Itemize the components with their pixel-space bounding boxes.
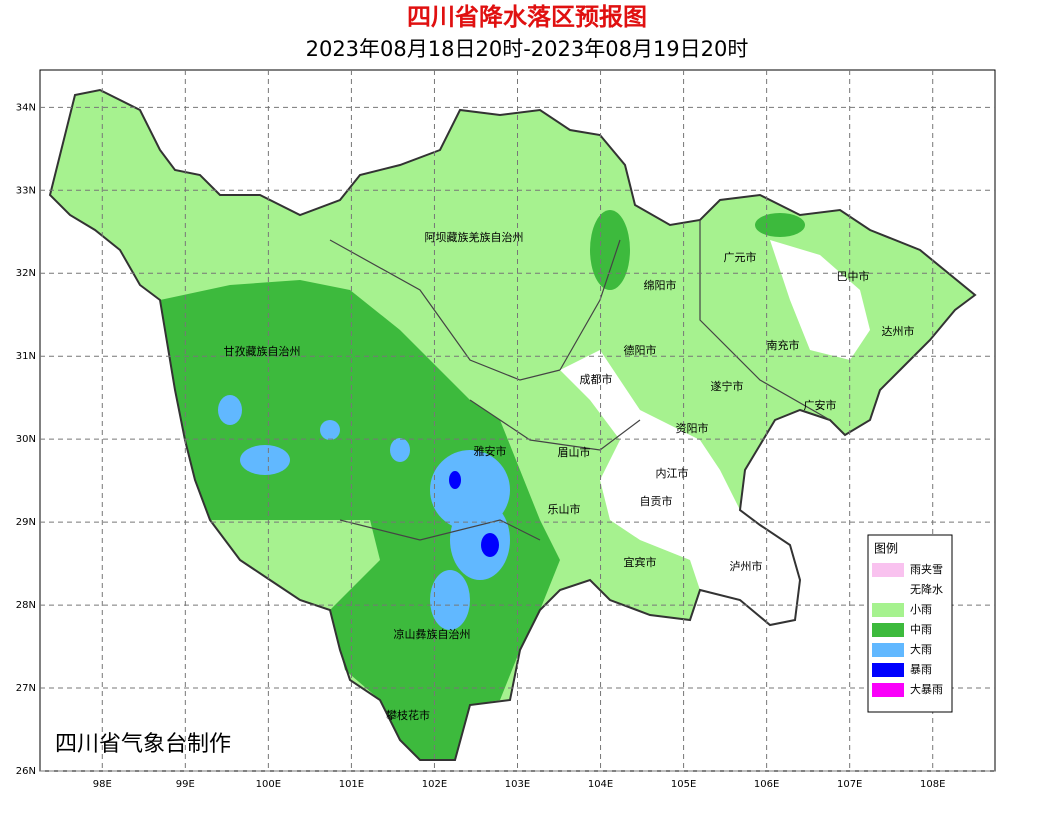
moderate-rain-area <box>160 280 560 760</box>
moderate-rain-area <box>590 210 630 290</box>
heavy-rain-area <box>450 500 510 580</box>
place-label: 广安市 <box>804 398 837 412</box>
place-label: 绵阳市 <box>644 278 677 292</box>
place-label: 资阳市 <box>676 421 709 435</box>
place-label: 内江市 <box>656 466 689 480</box>
subtitle: 2023年08月18日20时-2023年08月19日20时 <box>306 37 749 61</box>
lon-tick-label: 102E <box>422 779 447 790</box>
legend-label: 大雨 <box>910 642 932 656</box>
legend-label: 雨夹雪 <box>910 563 943 576</box>
legend-label: 暴雨 <box>910 663 932 676</box>
place-label: 遂宁市 <box>711 379 744 393</box>
heavy-rain-area <box>430 570 470 630</box>
lon-tick-label: 103E <box>505 779 530 790</box>
lat-tick-label: 33N <box>16 185 36 196</box>
place-label: 乐山市 <box>548 502 581 516</box>
lat-tick-label: 30N <box>16 434 36 445</box>
place-label: 雅安市 <box>474 444 507 458</box>
lat-tick-label: 32N <box>16 268 36 279</box>
place-label: 广元市 <box>724 250 757 264</box>
lat-tick-label: 26N <box>16 766 36 777</box>
lat-tick-label: 29N <box>16 517 36 528</box>
city-border <box>329 239 561 381</box>
place-label: 达州市 <box>882 324 915 338</box>
legend-label: 大暴雨 <box>910 682 943 696</box>
rainstorm-area <box>481 533 499 557</box>
legend-swatch <box>871 582 905 598</box>
place-label: 攀枝花市 <box>386 708 430 722</box>
rainstorm-area <box>449 471 461 489</box>
place-label: 甘孜藏族自治州 <box>224 344 301 358</box>
legend-swatch <box>872 683 904 697</box>
heavy-rain-area <box>240 445 290 475</box>
credit: 四川省气象台制作 <box>55 732 231 757</box>
lon-tick-label: 108E <box>920 779 945 790</box>
title: 四川省降水落区预报图 <box>407 3 647 31</box>
place-label: 阿坝藏族羌族自治州 <box>425 230 524 244</box>
heavy-rain-area <box>390 438 410 462</box>
legend-title: 图例 <box>874 542 898 556</box>
city-border <box>469 399 641 451</box>
legend-swatch <box>872 643 904 657</box>
regions <box>48 88 977 761</box>
heavy-rain-area <box>218 395 242 425</box>
legend-swatch <box>872 663 904 677</box>
lat-tick-label: 27N <box>16 683 36 694</box>
place-label: 成都市 <box>580 372 613 386</box>
province-border <box>48 88 977 761</box>
legend-label: 小雨 <box>910 603 932 616</box>
lon-tick-label: 101E <box>339 779 364 790</box>
place-label: 德阳市 <box>624 343 657 357</box>
legend-swatch <box>872 563 904 577</box>
lon-tick-label: 105E <box>671 779 696 790</box>
legend-swatch <box>872 623 904 637</box>
place-label: 巴中市 <box>837 269 870 283</box>
lon-tick-label: 104E <box>588 779 613 790</box>
lon-tick-label: 99E <box>176 779 195 790</box>
no-rain-area <box>560 350 800 625</box>
lon-tick-label: 98E <box>93 779 112 790</box>
place-label: 自贡市 <box>640 494 673 508</box>
heavy-rain-area <box>320 420 340 440</box>
lat-tick-label: 31N <box>16 351 36 362</box>
place-label: 泸州市 <box>730 559 763 573</box>
lon-tick-label: 100E <box>256 779 281 790</box>
lat-tick-label: 28N <box>16 600 36 611</box>
legend-label: 无降水 <box>910 582 943 596</box>
legend-label: 中雨 <box>910 623 932 636</box>
lon-tick-label: 107E <box>837 779 862 790</box>
grid: 98E 99E 100E 101E 102E 103E 104E 105E 106E 107E 10… <box>16 70 995 790</box>
city-border <box>559 239 621 371</box>
place-label: 眉山市 <box>558 445 591 459</box>
no-rain-area <box>770 240 870 360</box>
moderate-rain-area <box>755 213 805 237</box>
place-label: 南充市 <box>767 338 800 352</box>
legend-swatch <box>872 603 904 617</box>
place-label: 宜宾市 <box>624 555 657 569</box>
place-label: 凉山彝族自治州 <box>394 627 471 641</box>
lat-tick-label: 34N <box>16 102 36 113</box>
lon-tick-label: 106E <box>754 779 779 790</box>
city-border <box>699 220 831 421</box>
city-border <box>339 519 541 541</box>
